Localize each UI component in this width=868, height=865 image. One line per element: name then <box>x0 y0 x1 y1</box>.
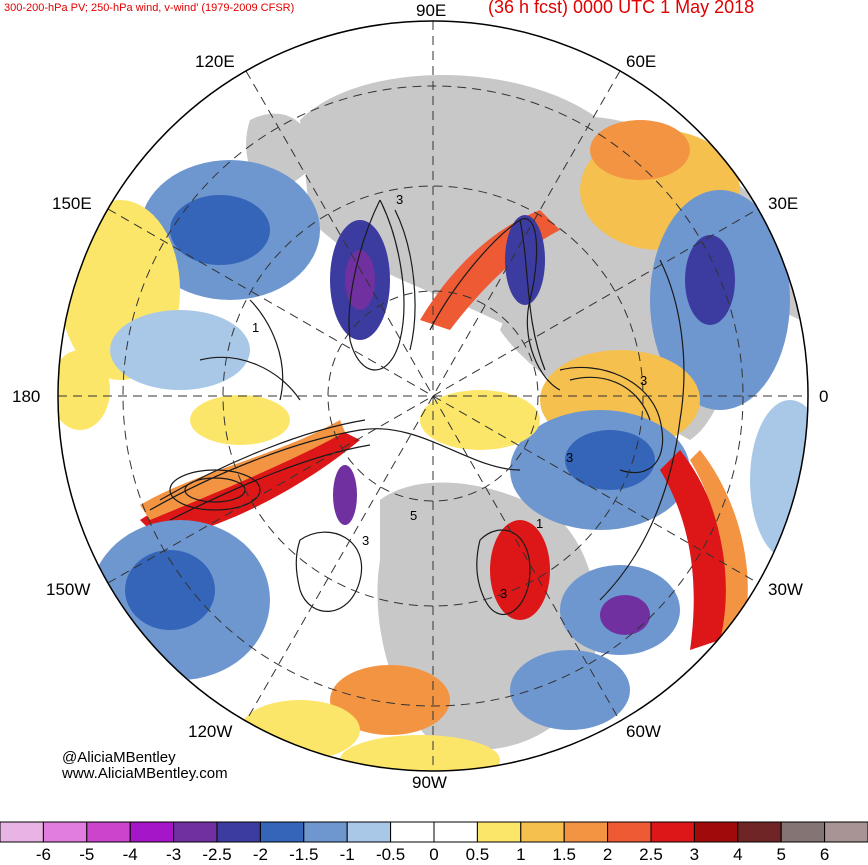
contour-label: 3 <box>640 373 647 388</box>
colorbar-swatch <box>259 821 305 843</box>
colorbar-swatch <box>303 821 348 843</box>
colorbar-tick-label: -5 <box>79 845 95 864</box>
colorbar-tick-label: 0.5 <box>465 845 490 864</box>
lon-label-60w: 60W <box>626 722 661 741</box>
colorbar-tick-label: -0.5 <box>375 845 406 864</box>
contour-label: 5 <box>410 508 417 523</box>
colorbar <box>0 821 868 843</box>
map-disk <box>58 21 808 771</box>
polar-map: 1 3 3 3 1 5 3 3 <box>57 20 809 772</box>
colorbar-tick-label: 4 <box>733 845 743 864</box>
map-title-left: 300-200-hPa PV; 250-hPa wind, v-wind' (1… <box>4 2 295 14</box>
contour-label: 3 <box>500 586 507 601</box>
colorbar-swatch <box>824 821 868 843</box>
colorbar-tick-label: -1 <box>339 845 355 864</box>
colorbar-tick-label: 1 <box>516 845 526 864</box>
colorbar-swatch <box>693 821 739 843</box>
lon-label-30e: 30E <box>768 194 799 213</box>
colorbar-swatch <box>476 821 522 843</box>
contour-label: 1 <box>536 516 543 531</box>
colorbar-tick-label: -3 <box>166 845 182 864</box>
lon-label-180: 180 <box>12 387 41 406</box>
colorbar-swatch <box>390 821 435 843</box>
colorbar-tick-label: -4 <box>122 845 138 864</box>
lon-label-30w: 30W <box>768 580 803 599</box>
colorbar-tick-label: 2.5 <box>639 845 663 864</box>
lon-label-90w: 90W <box>412 773 447 792</box>
colorbar-tick-label: 0 <box>429 845 439 864</box>
colorbar-tick-label: 6 <box>819 845 830 864</box>
colorbar-tick-label: 2 <box>602 845 613 864</box>
colorbar-swatch <box>86 821 131 843</box>
colorbar-tick-label: -2 <box>252 845 268 864</box>
contour-label: 3 <box>396 192 403 207</box>
colorbar-swatch <box>433 821 478 843</box>
map-title-right: (36 h fcst) 0000 UTC 1 May 2018 <box>488 0 755 17</box>
colorbar-swatch <box>520 821 565 843</box>
lon-label-150e: 150E <box>52 194 92 213</box>
colorbar-swatch <box>216 821 261 843</box>
colorbar-swatch <box>563 821 609 843</box>
contour-label: 3 <box>566 450 573 465</box>
contour-label: 3 <box>362 533 369 548</box>
colorbar-tick-label: -2.5 <box>202 845 232 864</box>
credit-twitter: @AliciaMBentley <box>62 749 176 766</box>
colorbar-tick-label: -6 <box>35 845 51 864</box>
colorbar-tick-label: 1.5 <box>552 845 577 864</box>
colorbar-swatch <box>607 821 652 843</box>
colorbar-swatch <box>737 821 782 843</box>
contour-label: 1 <box>252 320 259 335</box>
colorbar-swatch <box>129 821 175 843</box>
colorbar-swatch <box>346 821 392 843</box>
colorbar-swatch <box>780 821 826 843</box>
lon-label-60e: 60E <box>626 52 657 71</box>
lon-label-90e: 90E <box>416 1 447 20</box>
lon-label-0: 0 <box>819 387 829 406</box>
colorbar-swatch <box>42 821 88 843</box>
colorbar-swatch <box>0 821 44 843</box>
graticule <box>58 21 808 771</box>
lon-label-120e: 120E <box>195 52 235 71</box>
contour-labels: 1 3 3 3 1 5 3 3 <box>252 192 647 601</box>
colorbar-tick-label: -1.5 <box>289 845 319 864</box>
colorbar-swatch <box>650 821 695 843</box>
colorbar-tick-label: 3 <box>689 845 700 864</box>
colorbar-tick-label: 5 <box>776 845 786 864</box>
lon-label-120w: 120W <box>188 722 233 741</box>
lon-label-150w: 150W <box>46 580 91 599</box>
map-boundary <box>57 20 809 772</box>
colorbar-swatch <box>173 821 218 843</box>
credit-website: www.AliciaMBentley.com <box>62 765 228 782</box>
